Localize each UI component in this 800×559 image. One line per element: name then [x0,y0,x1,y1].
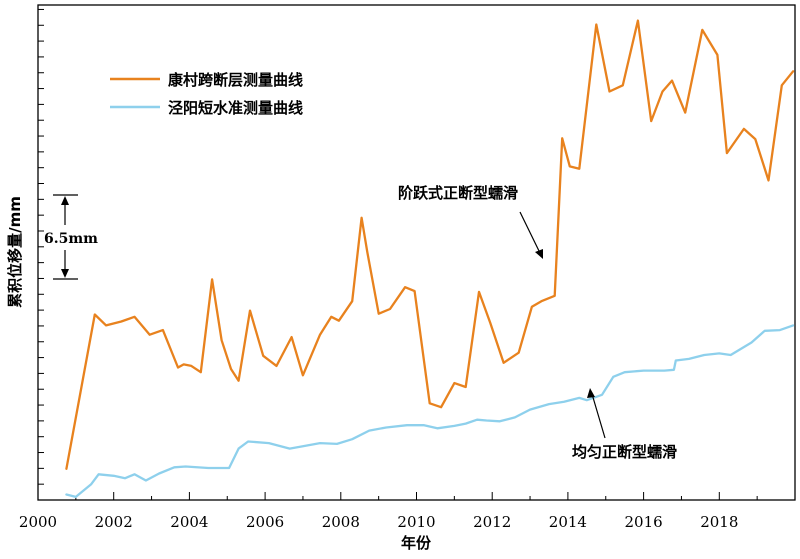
x-tick-label: 2016 [625,513,663,531]
annotation-stepwise: 阶跃式正断型蠕滑 [398,184,543,259]
scale-bar-label: 6.5mm [44,231,98,247]
x-tick-label: 2010 [397,513,435,531]
scale-bar-down-arrowhead [61,269,69,278]
annotation-stepwise-arrowhead [535,249,543,259]
ticks [37,8,796,500]
x-tick-label: 2002 [95,513,133,531]
x-tick-label: 2004 [170,513,208,531]
x-tick-label: 2018 [700,513,738,531]
x-axis-title: 年份 [401,534,432,552]
annotation-uniform: 均匀正断型蠕滑 [572,388,677,461]
x-tick-label: 2008 [322,513,360,531]
legend: 康村跨断层测量曲线 泾阳短水准测量曲线 [110,71,303,117]
annotation-uniform-arrow-line [591,393,606,439]
x-tick-label: 2012 [473,513,511,531]
scale-bar: 6.5mm [44,194,98,280]
legend-label-kangcun: 康村跨断层测量曲线 [168,71,303,89]
legend-label-jingyang: 泾阳短水准测量曲线 [168,99,303,117]
series-line-jingyang [65,324,795,499]
x-tick-labels: 2000 2002 2004 2006 2008 2010 2012 2014 2016 2018 [19,513,738,531]
annotation-uniform-text: 均匀正断型蠕滑 [572,443,677,461]
annotation-uniform-arrowhead [587,388,595,398]
scale-bar-up-arrowhead [61,196,69,205]
x-tick-label: 2014 [549,513,587,531]
x-tick-label: 2000 [19,513,57,531]
x-tick-label: 2006 [246,513,284,531]
series-line-kangcun [65,19,795,470]
series-layer [65,19,795,499]
y-axis-title: 累积位移量/mm [6,196,24,308]
annotation-stepwise-arrow-line [519,211,541,254]
annotation-stepwise-text: 阶跃式正断型蠕滑 [398,184,518,202]
